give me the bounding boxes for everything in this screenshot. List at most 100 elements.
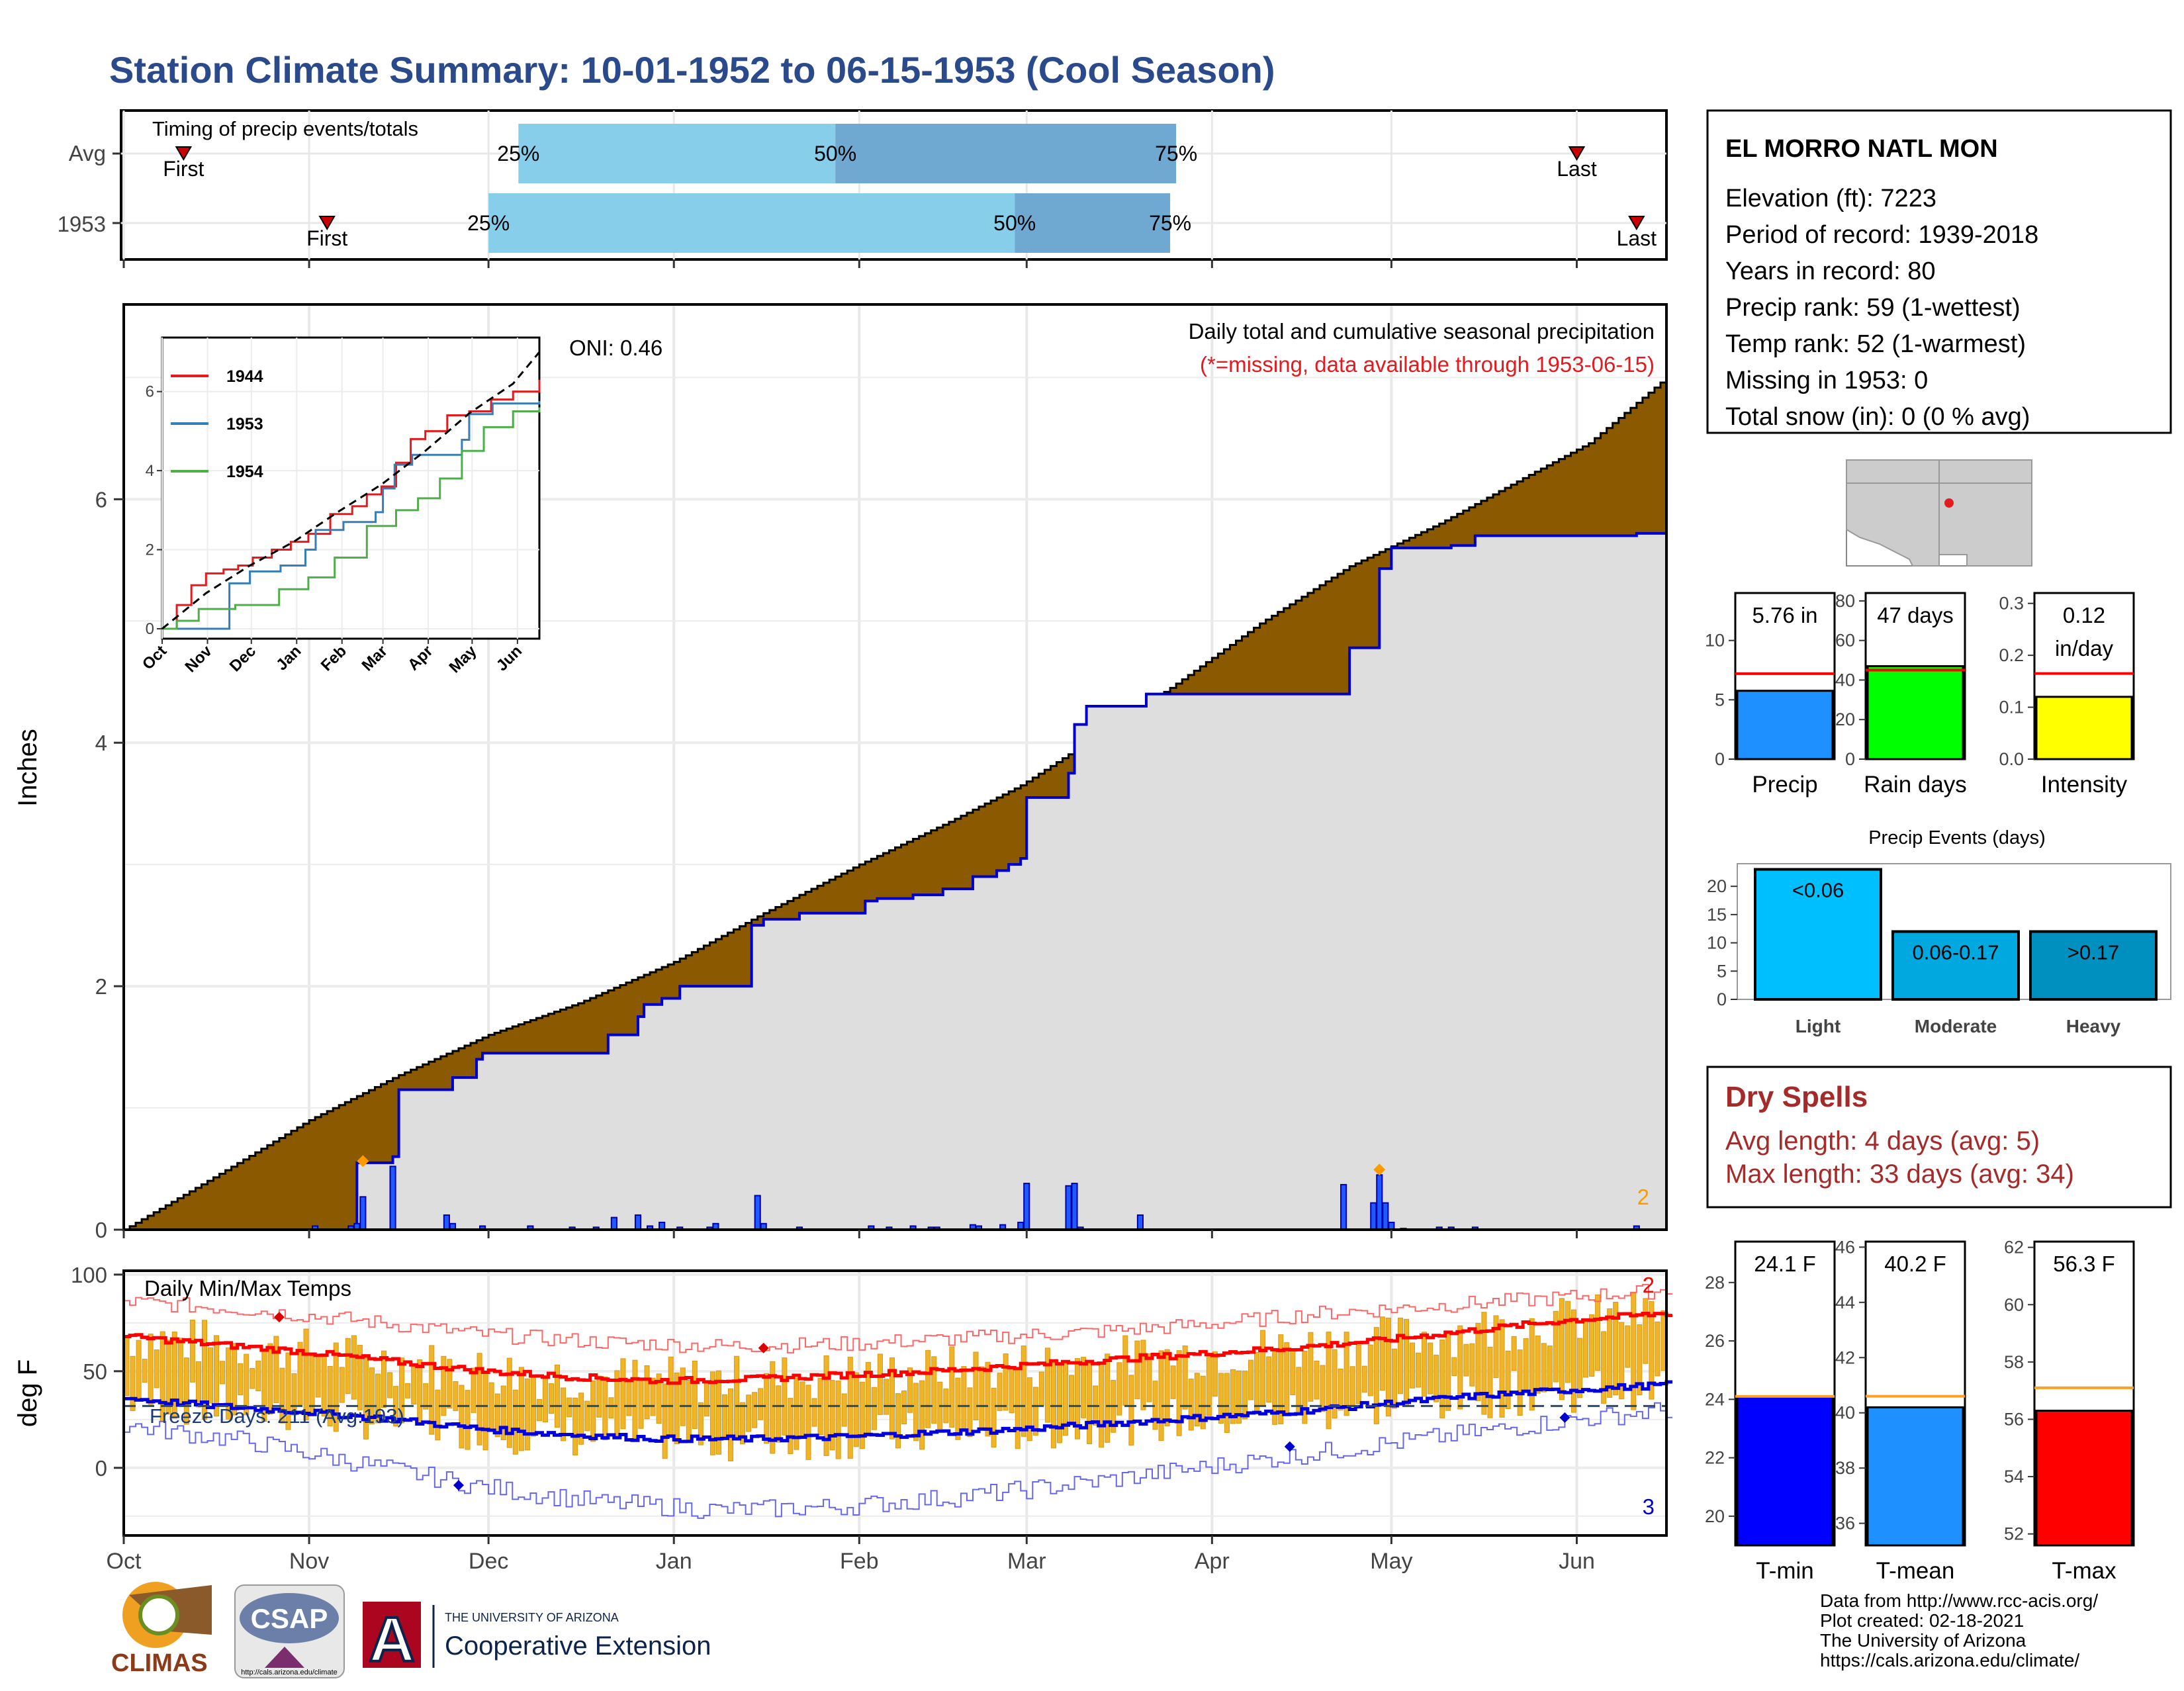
month-label: Mar xyxy=(1007,1549,1046,1574)
events-category: Heavy xyxy=(2066,1016,2121,1036)
temp-daily-bar xyxy=(238,1363,244,1396)
cumulative-average-line xyxy=(124,377,1668,1231)
daily-precip-bar xyxy=(359,1196,367,1231)
temp-daily-bar xyxy=(1140,1340,1146,1410)
temp-daily-bar xyxy=(411,1365,417,1405)
dry-spells-title: Dry Spells xyxy=(1725,1081,1868,1113)
temp-daily-bar xyxy=(1439,1339,1445,1418)
month-label: Jan xyxy=(656,1549,692,1574)
csap-logo: CSAP http://cals.arizona.edu/climate xyxy=(234,1584,345,1678)
temp-daily-bar xyxy=(1003,1353,1009,1411)
dry-spells-frame xyxy=(1706,1066,2172,1209)
temp-daily-bar xyxy=(1619,1322,1625,1400)
temp-daily-bar xyxy=(692,1360,698,1429)
summary-panel-ytick-label: 52 xyxy=(2004,1524,2024,1544)
summary-panel-ytick-label: 40 xyxy=(1835,1403,1855,1423)
climas-logo-text: CLIMAS xyxy=(111,1649,208,1677)
temp-daily-bar xyxy=(1164,1349,1170,1426)
temp-daily-bar xyxy=(961,1366,967,1430)
summary-panel-bar xyxy=(2035,696,2133,760)
inset-legend: 1944 1953 1954 xyxy=(171,367,263,481)
temp-ytick-label: 50 xyxy=(83,1359,107,1384)
daily-precip-bar xyxy=(1023,1183,1030,1230)
summary-panel-category: T-min xyxy=(1756,1558,1814,1584)
climas-logo-ring xyxy=(138,1594,179,1635)
temp-daily-bar xyxy=(333,1342,339,1432)
temp-daily-bar xyxy=(901,1391,907,1425)
temp-daily-bar xyxy=(1105,1353,1111,1443)
temp-daily-bar xyxy=(632,1359,638,1442)
temp-daily-bar xyxy=(1361,1365,1367,1393)
inset-ytick-label: 2 xyxy=(146,541,154,559)
temp-ytick-label: 0 xyxy=(95,1456,107,1481)
timing-row-label-year: 1953 xyxy=(58,212,106,236)
ua-logo: A THE UNIVERSITY OF ARIZONA Cooperative … xyxy=(363,1602,711,1676)
timing-pct-label: 25% xyxy=(497,142,539,165)
daily-precip-bar xyxy=(1136,1214,1144,1230)
temp-daily-bar xyxy=(1517,1349,1523,1416)
summary-panel-ytick-label: 5 xyxy=(1715,690,1725,709)
oni-value: ONI: 0.46 xyxy=(569,336,662,360)
locator-map xyxy=(1846,459,2032,567)
temp-daily-bar xyxy=(1032,1387,1038,1436)
temp-daily-bar xyxy=(315,1355,321,1398)
temp-daily-bar xyxy=(1021,1346,1026,1437)
temp-daily-bar xyxy=(1254,1351,1260,1414)
events-bar-label: 0.06-0.17 xyxy=(1913,941,1999,964)
temp-daily-bar xyxy=(1416,1352,1422,1388)
temp-daily-bar xyxy=(417,1359,423,1424)
events-bar-label: <0.06 xyxy=(1792,879,1844,902)
temp-daily-bar xyxy=(1200,1375,1206,1430)
summary-panel-ytick-label: 0.1 xyxy=(1999,698,2024,717)
temp-daily-bar xyxy=(1487,1346,1493,1418)
temp-daily-bar xyxy=(1332,1349,1338,1419)
temp-daily-bar xyxy=(524,1378,530,1451)
timing-first-marker xyxy=(318,216,336,230)
station-missing: Missing in 1953: 0 xyxy=(1725,367,1928,394)
temp-daily-bar xyxy=(913,1383,919,1441)
temp-plot-bg xyxy=(124,1271,1666,1535)
temp-daily-bar xyxy=(1044,1348,1050,1423)
summary-panel-ytick-label: 42 xyxy=(1835,1348,1855,1367)
temp-daily-bar xyxy=(1481,1312,1487,1415)
temp-daily-bar xyxy=(1553,1310,1559,1383)
temp-daily-bar xyxy=(1188,1379,1194,1431)
temp-daily-bar xyxy=(991,1387,997,1447)
summary-panel-value-label: 40.2 F xyxy=(1884,1252,1946,1276)
temp-daily-bar xyxy=(494,1393,500,1438)
daily-precip-bar xyxy=(1071,1183,1078,1230)
daily-record-marker xyxy=(1373,1164,1386,1176)
temp-daily-bar xyxy=(967,1387,973,1438)
station-name: EL MORRO NATL MON xyxy=(1725,135,1998,163)
temp-daily-bar xyxy=(853,1372,859,1447)
temp-daily-bar xyxy=(297,1342,303,1405)
temp-daily-bar xyxy=(1505,1350,1511,1410)
events-category: Moderate xyxy=(1915,1016,1997,1036)
temp-daily-bar xyxy=(465,1390,471,1450)
timing-bar-50-75 xyxy=(835,124,1177,183)
temp-daily-bar xyxy=(1099,1362,1105,1448)
summary-panel-ytick-label: 24 xyxy=(1705,1389,1725,1409)
temp-daily-bar xyxy=(931,1356,937,1424)
temp-daily-bar xyxy=(1314,1360,1320,1400)
month-label: Apr xyxy=(1195,1549,1230,1574)
temp-daily-bar xyxy=(794,1377,799,1450)
temp-daily-bar xyxy=(788,1398,794,1454)
temp-daily-bar xyxy=(955,1377,961,1440)
temp-daily-bar xyxy=(1326,1332,1332,1430)
temp-daily-bar xyxy=(1260,1330,1266,1406)
temp-daily-bar xyxy=(1595,1294,1601,1371)
temp-daily-bar xyxy=(542,1377,548,1423)
summary-panel-ytick-label: 40 xyxy=(1835,670,1855,690)
temp-daily-bar xyxy=(124,1336,130,1396)
temp-daily-bar xyxy=(865,1361,871,1437)
precip-annotation-title: Daily total and cumulative seasonal prec… xyxy=(1189,319,1655,343)
precip-events-title: Precip Events (days) xyxy=(1868,827,2046,848)
temp-daily-bar xyxy=(877,1353,883,1415)
temp-daily-bar xyxy=(1643,1298,1649,1364)
cumulative-1953-line xyxy=(124,528,1668,1231)
temp-daily-bar xyxy=(561,1387,567,1441)
temp-daily-bar xyxy=(177,1338,183,1404)
daily-precip-bar xyxy=(1340,1183,1347,1230)
